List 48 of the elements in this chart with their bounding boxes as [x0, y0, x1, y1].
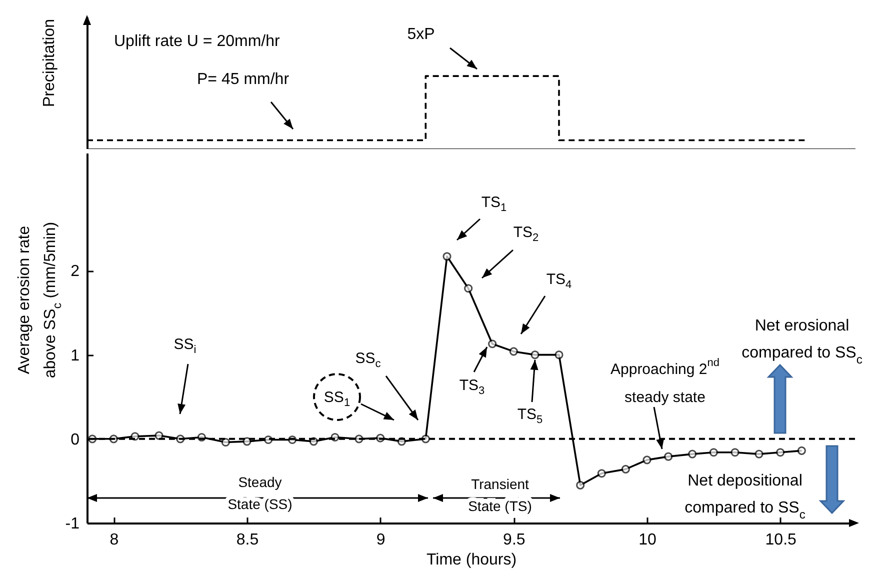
point — [221, 438, 230, 447]
annotation: TS$_{1}$ — [481, 194, 507, 214]
annotation: SS$_{i}$ — [174, 336, 196, 356]
annotation: Transient State (TS) — [468, 476, 532, 514]
point — [154, 431, 164, 440]
point — [621, 464, 630, 474]
y-axis-title: Precipitation — [40, 18, 58, 108]
annotation: TS$_{2}$ — [513, 224, 539, 244]
point — [688, 450, 697, 458]
y-tick-label: 1 — [70, 347, 80, 364]
point — [730, 448, 740, 457]
point — [530, 350, 540, 360]
point — [597, 469, 606, 478]
annotation: SS$_{1}$ — [324, 388, 350, 409]
x-tick-label: 10.5 — [765, 532, 797, 548]
x-tick-label: 9 — [376, 532, 386, 548]
point — [776, 448, 785, 457]
annotation: TS$_{4}$ — [546, 270, 572, 291]
x-tick-label: 8.5 — [236, 532, 259, 548]
point — [754, 450, 764, 458]
point — [488, 340, 497, 348]
point — [709, 448, 718, 457]
point — [442, 252, 452, 261]
point — [554, 350, 564, 360]
point — [664, 452, 673, 461]
x-axis-title: Time (hours) — [426, 552, 517, 568]
annotation: SS$_{c}$ — [355, 350, 382, 370]
point — [509, 347, 518, 356]
text: 5xP — [407, 26, 435, 42]
annotation: P= 45 mm/hr — [196, 70, 290, 88]
y-tick-label: 0 — [70, 431, 80, 448]
point — [464, 284, 473, 293]
text: Approaching 2$^{nd}$ steady state — [610, 357, 720, 406]
x-tick-label: 9.5 — [503, 532, 526, 548]
annotation: TS$_{3}$ — [459, 376, 485, 397]
point — [576, 480, 585, 490]
point — [642, 456, 652, 464]
x-tick-label: 10 — [638, 532, 656, 548]
y-tick-label: -1 — [65, 516, 80, 532]
point — [130, 432, 140, 441]
point — [797, 446, 806, 455]
x-tick-label: 8 — [110, 532, 119, 548]
annotation: TS$_{5}$ — [517, 406, 543, 426]
text: Uplift rate U = 20mm/hr — [114, 32, 280, 50]
annotation: Net depositional compared to SS$_{c}$ — [684, 472, 806, 522]
annotation: Net erosional compared to SS$_{c}$ — [742, 317, 862, 366]
annotation: Steady State (SS) — [228, 474, 292, 512]
y-tick-label: 2 — [70, 263, 80, 280]
